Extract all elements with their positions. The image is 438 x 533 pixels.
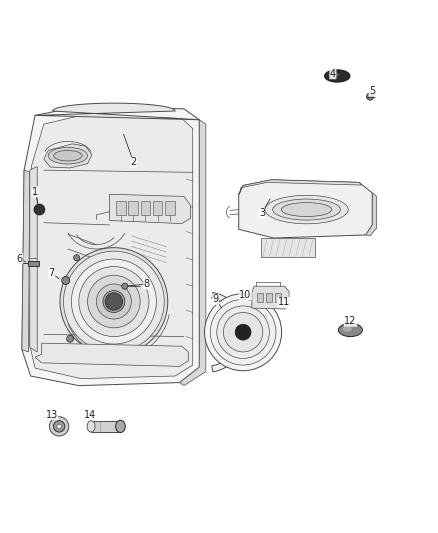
Circle shape bbox=[49, 417, 69, 436]
Polygon shape bbox=[35, 103, 199, 120]
Text: 3: 3 bbox=[259, 208, 265, 218]
Ellipse shape bbox=[343, 327, 352, 332]
Text: 14: 14 bbox=[84, 409, 96, 419]
Circle shape bbox=[367, 93, 374, 100]
Ellipse shape bbox=[53, 150, 82, 161]
Ellipse shape bbox=[48, 147, 88, 164]
Ellipse shape bbox=[325, 70, 350, 82]
Polygon shape bbox=[30, 167, 37, 352]
Polygon shape bbox=[28, 261, 39, 265]
Circle shape bbox=[53, 421, 65, 432]
Polygon shape bbox=[239, 180, 361, 194]
Circle shape bbox=[210, 300, 276, 365]
Circle shape bbox=[71, 259, 156, 344]
Text: 13: 13 bbox=[46, 409, 58, 419]
Circle shape bbox=[34, 204, 45, 215]
Circle shape bbox=[62, 277, 70, 285]
Polygon shape bbox=[91, 421, 120, 432]
Circle shape bbox=[79, 266, 149, 336]
Text: 6: 6 bbox=[17, 254, 23, 264]
Ellipse shape bbox=[338, 324, 363, 336]
Text: 10: 10 bbox=[239, 290, 251, 300]
Polygon shape bbox=[22, 170, 30, 352]
Circle shape bbox=[74, 255, 80, 261]
Ellipse shape bbox=[87, 421, 95, 432]
Polygon shape bbox=[30, 115, 193, 378]
Circle shape bbox=[205, 294, 282, 371]
Bar bbox=[141, 201, 150, 215]
Text: 1: 1 bbox=[32, 187, 38, 197]
Polygon shape bbox=[180, 120, 206, 386]
Polygon shape bbox=[35, 343, 188, 366]
Ellipse shape bbox=[272, 199, 340, 220]
Text: 2: 2 bbox=[131, 157, 137, 167]
Circle shape bbox=[60, 248, 168, 356]
Circle shape bbox=[88, 275, 140, 328]
Ellipse shape bbox=[328, 72, 339, 77]
Circle shape bbox=[105, 293, 123, 310]
Bar bbox=[165, 201, 175, 215]
Circle shape bbox=[67, 335, 74, 342]
Polygon shape bbox=[212, 293, 246, 372]
Text: 5: 5 bbox=[369, 86, 375, 96]
Text: 7: 7 bbox=[49, 268, 55, 278]
Text: 4: 4 bbox=[330, 69, 336, 79]
Ellipse shape bbox=[281, 203, 332, 216]
Polygon shape bbox=[252, 286, 289, 309]
Polygon shape bbox=[44, 144, 92, 168]
Circle shape bbox=[122, 283, 128, 289]
Polygon shape bbox=[366, 193, 377, 236]
Polygon shape bbox=[261, 238, 315, 257]
Polygon shape bbox=[22, 107, 199, 386]
Polygon shape bbox=[239, 180, 372, 238]
Polygon shape bbox=[110, 194, 191, 223]
Text: 11: 11 bbox=[278, 297, 290, 308]
Bar bbox=[153, 201, 162, 215]
Circle shape bbox=[223, 312, 263, 352]
Bar bbox=[116, 201, 126, 215]
Circle shape bbox=[217, 306, 269, 359]
Circle shape bbox=[96, 284, 131, 319]
Text: 8: 8 bbox=[144, 279, 150, 289]
Ellipse shape bbox=[265, 195, 348, 224]
Bar bbox=[266, 293, 272, 302]
Bar bbox=[128, 201, 138, 215]
Circle shape bbox=[64, 251, 164, 352]
Bar bbox=[257, 293, 263, 302]
Ellipse shape bbox=[116, 420, 125, 432]
Text: 12: 12 bbox=[344, 316, 357, 326]
Circle shape bbox=[235, 324, 251, 340]
Bar bbox=[275, 293, 281, 302]
Circle shape bbox=[103, 290, 125, 312]
Circle shape bbox=[57, 424, 61, 429]
Text: 9: 9 bbox=[212, 294, 219, 304]
